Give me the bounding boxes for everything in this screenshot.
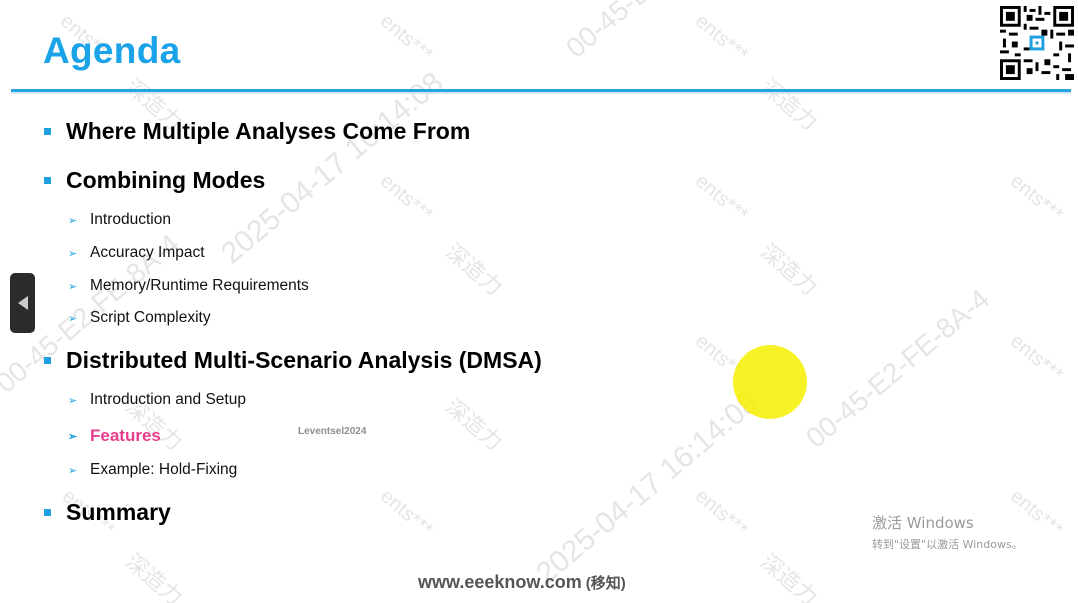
windows-activation-notice: 激活 Windows 转到"设置"以激活 Windows。 <box>872 512 1023 552</box>
agenda-section-label: Combining Modes <box>66 167 266 193</box>
arrow-bullet-icon: ➢ <box>68 280 78 293</box>
footer-site-suffix: (移知) <box>585 575 626 592</box>
small-tag: Leventsel2024 <box>298 426 367 437</box>
activation-subtitle: 转到"设置"以激活 Windows。 <box>872 538 1023 551</box>
watermark-company: ents*** <box>690 170 752 227</box>
watermark-company: ents*** <box>375 10 437 67</box>
watermark-company: ents*** <box>690 485 752 542</box>
title-divider <box>11 89 1071 92</box>
arrow-bullet-icon: ➢ <box>68 247 78 260</box>
agenda-item-active: ➢ Features <box>68 426 161 446</box>
watermark-company: ents*** <box>375 485 437 542</box>
agenda-item-label: Example: Hold-Fixing <box>90 461 238 478</box>
agenda-item-label: Introduction and Setup <box>90 391 246 408</box>
agenda-section-1: Where Multiple Analyses Come From <box>44 118 470 145</box>
agenda-item: ➢ Script Complexity <box>68 309 211 327</box>
agenda-item: ➢ Introduction <box>68 211 171 229</box>
watermark-timestamp: 2025-04-17 16:14:08 <box>530 385 765 591</box>
footer-site-url: www.eeeknow.com <box>418 572 582 592</box>
activation-title: 激活 Windows <box>872 514 974 532</box>
watermark-brand: 深造力 <box>755 238 823 301</box>
qr-code-icon <box>1000 6 1074 80</box>
agenda-item-label: Features <box>90 426 161 445</box>
bullet-square-icon <box>44 177 51 184</box>
arrow-bullet-icon: ➢ <box>68 312 78 325</box>
bullet-square-icon <box>44 357 51 364</box>
watermark-brand: 深造力 <box>755 73 823 136</box>
watermark-company: ents*** <box>690 10 752 67</box>
agenda-item: ➢ Memory/Runtime Requirements <box>68 277 309 295</box>
footer-site: www.eeeknow.com (移知) <box>418 572 626 593</box>
agenda-section-label: Summary <box>66 499 171 525</box>
agenda-item-label: Introduction <box>90 211 171 228</box>
watermark-mac: 00-45-E2-FE-8A-4 <box>560 0 756 65</box>
watermark-mac: 00-45-E2-FE-8A-4 <box>800 282 996 454</box>
bullet-square-icon <box>44 509 51 516</box>
watermark-brand: 深造力 <box>120 548 188 603</box>
left-arrow-icon <box>17 296 28 310</box>
previous-slide-button[interactable] <box>10 273 35 333</box>
pointer-highlight <box>733 345 807 419</box>
agenda-section-3: Distributed Multi-Scenario Analysis (DMS… <box>44 347 542 374</box>
agenda-section-label: Distributed Multi-Scenario Analysis (DMS… <box>66 347 542 373</box>
agenda-section-2: Combining Modes <box>44 167 265 194</box>
agenda-item: ➢ Introduction and Setup <box>68 391 246 409</box>
agenda-section-label: Where Multiple Analyses Come From <box>66 118 471 144</box>
watermark-company: ents*** <box>1005 330 1067 387</box>
watermark-company: ents*** <box>1005 170 1067 227</box>
agenda-section-4: Summary <box>44 499 171 526</box>
bullet-square-icon <box>44 128 51 135</box>
agenda-item-label: Accuracy Impact <box>90 244 205 261</box>
watermark-company: ents*** <box>375 170 437 227</box>
title-divider-shadow <box>11 92 1071 94</box>
watermark-brand: 深造力 <box>755 548 823 603</box>
agenda-item: ➢ Example: Hold-Fixing <box>68 461 237 479</box>
agenda-item-label: Memory/Runtime Requirements <box>90 277 309 294</box>
arrow-bullet-icon: ➢ <box>68 394 78 407</box>
agenda-item-label: Script Complexity <box>90 309 211 326</box>
agenda-item: ➢ Accuracy Impact <box>68 244 205 262</box>
arrow-bullet-icon: ➢ <box>68 214 78 227</box>
watermark-brand: 深造力 <box>440 238 508 301</box>
arrow-bullet-icon: ➢ <box>68 464 78 477</box>
watermark-brand: 深造力 <box>440 393 508 456</box>
arrow-bullet-icon: ➢ <box>68 430 78 443</box>
slide-title: Agenda <box>43 30 181 71</box>
